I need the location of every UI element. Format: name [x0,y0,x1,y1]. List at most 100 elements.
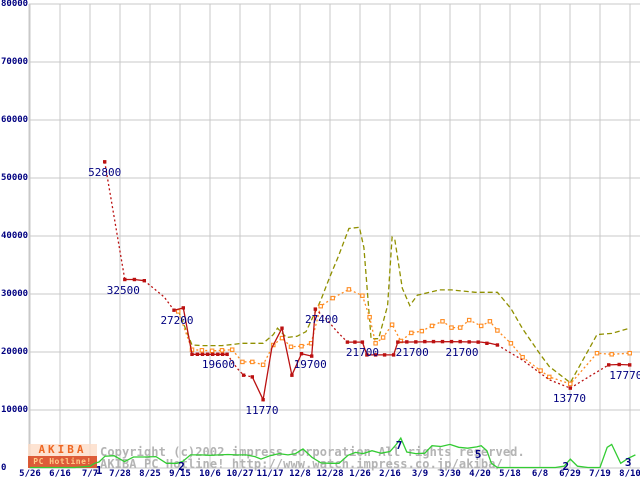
lowest_price-marker [423,339,427,344]
lowest_price-marker [476,340,480,344]
average_price-marker [478,323,484,329]
lowest_price-marker [628,363,632,367]
lowest_price-line [314,308,348,343]
x-tick-label: 7/19 [589,469,611,479]
x-tick-label: 12/28 [316,469,344,479]
lowest_price-marker [220,352,225,356]
x-tick-label: 2/16 [379,469,401,479]
price-point-label: 27200 [160,314,194,328]
average_price-marker [409,330,414,336]
lowest_price-marker [250,375,254,379]
y-tick-label: 60000 [1,115,29,125]
price-point-label: 21700 [445,346,479,360]
lowest_price-marker [449,339,454,344]
lowest_price-marker [216,352,220,356]
average_price-marker [209,348,215,354]
x-tick-label: 5/26 [19,469,41,479]
average_price-marker [389,322,395,327]
x-tick-label: 4/20 [469,469,491,479]
average_price-marker [360,293,365,298]
logo-akiba-text: AKIBA [28,444,97,456]
average_price-marker [288,344,294,350]
average_price-marker [547,374,552,380]
logo-pc-hotline-text: PC Hotline! [28,456,97,468]
average_price-marker [240,359,245,365]
average_price-marker [199,348,205,353]
x-tick-label: 1/26 [349,469,371,479]
gridlines [28,3,640,469]
lowest_price-line [497,344,571,389]
lowest_price-line [104,161,126,280]
average_price-marker [318,303,323,309]
lowest_price-marker [241,373,246,377]
average_price-marker [219,348,225,353]
x-tick-label: 6/16 [49,469,71,479]
lowest_price-marker [280,326,284,330]
lowest_price-marker [495,343,500,347]
lowest_price-marker [142,279,146,283]
y-tick-label: 50000 [1,173,29,183]
x-tick-label: 6/8 [531,469,549,479]
average_price-marker [568,381,573,387]
shop-count-label: 3 [624,455,632,469]
price-point-label: 52800 [88,165,122,179]
x-tick-label: 10/27 [226,469,254,479]
lowest_price-marker [568,386,572,390]
average_price-marker [299,343,304,349]
average_price-marker [495,328,500,333]
y-tick-label: 0 [1,463,7,473]
copyright-line-2: AKIBA PC Hotline! http://www.watch.impre… [100,457,503,471]
lowest_price-marker [225,352,229,356]
y-tick-label: 80000 [1,0,29,9]
x-tick-label: 3/9 [411,469,429,479]
x-tick-label: 7/7 [81,469,99,479]
lowest_price-marker [345,340,350,344]
lowest_price-marker [617,362,621,367]
lowest_price-marker [103,160,107,164]
y-tick-label: 10000 [1,405,29,415]
shop-count-label: 2 [562,460,570,474]
average_price-marker [627,350,632,356]
price-point-label: 13770 [552,392,586,406]
average_price-marker [260,362,266,368]
lowest_price-marker [172,308,176,312]
x-tick-label: 9/15 [169,469,191,479]
average_price-marker [250,359,255,365]
lowest_price-marker [431,339,436,344]
lowest_price-marker [405,340,409,344]
average_price-marker [380,335,386,340]
shop-count-label: 2 [178,460,185,474]
lowest_price-marker [290,373,294,377]
x-tick-label: 10/6 [199,469,221,479]
lowest_price-marker [360,340,365,344]
average_price-marker [520,354,525,360]
price-point-label: 21700 [395,346,429,360]
price-point-label: 19700 [293,357,327,371]
x-tick-label: 6/29 [559,469,581,479]
average_price-marker [594,350,600,356]
lowest_price-marker [200,352,205,356]
lowest_price-marker [382,353,387,357]
x-tick-label: 5/18 [499,469,521,479]
lowest_price-marker [485,341,489,345]
lowest_price-marker [195,352,200,356]
average_price-marker [229,347,235,352]
average_price-marker [330,295,335,301]
lowest_price-marker [414,340,418,344]
shop-count-label: 1 [95,464,103,478]
lowest_price-marker [181,306,185,310]
lowest_price-marker [299,352,304,356]
price-point-label: 19600 [201,358,235,372]
x-tick-label: 3/30 [439,469,461,479]
lowest_price-line [143,280,175,311]
lowest_price-marker [261,398,265,402]
x-tick-label: 12/8 [289,469,311,479]
lowest_price-marker [365,353,369,357]
lowest_price-marker [132,277,137,282]
x-tick-label: 7/28 [109,469,131,479]
average_price-marker [609,352,614,357]
